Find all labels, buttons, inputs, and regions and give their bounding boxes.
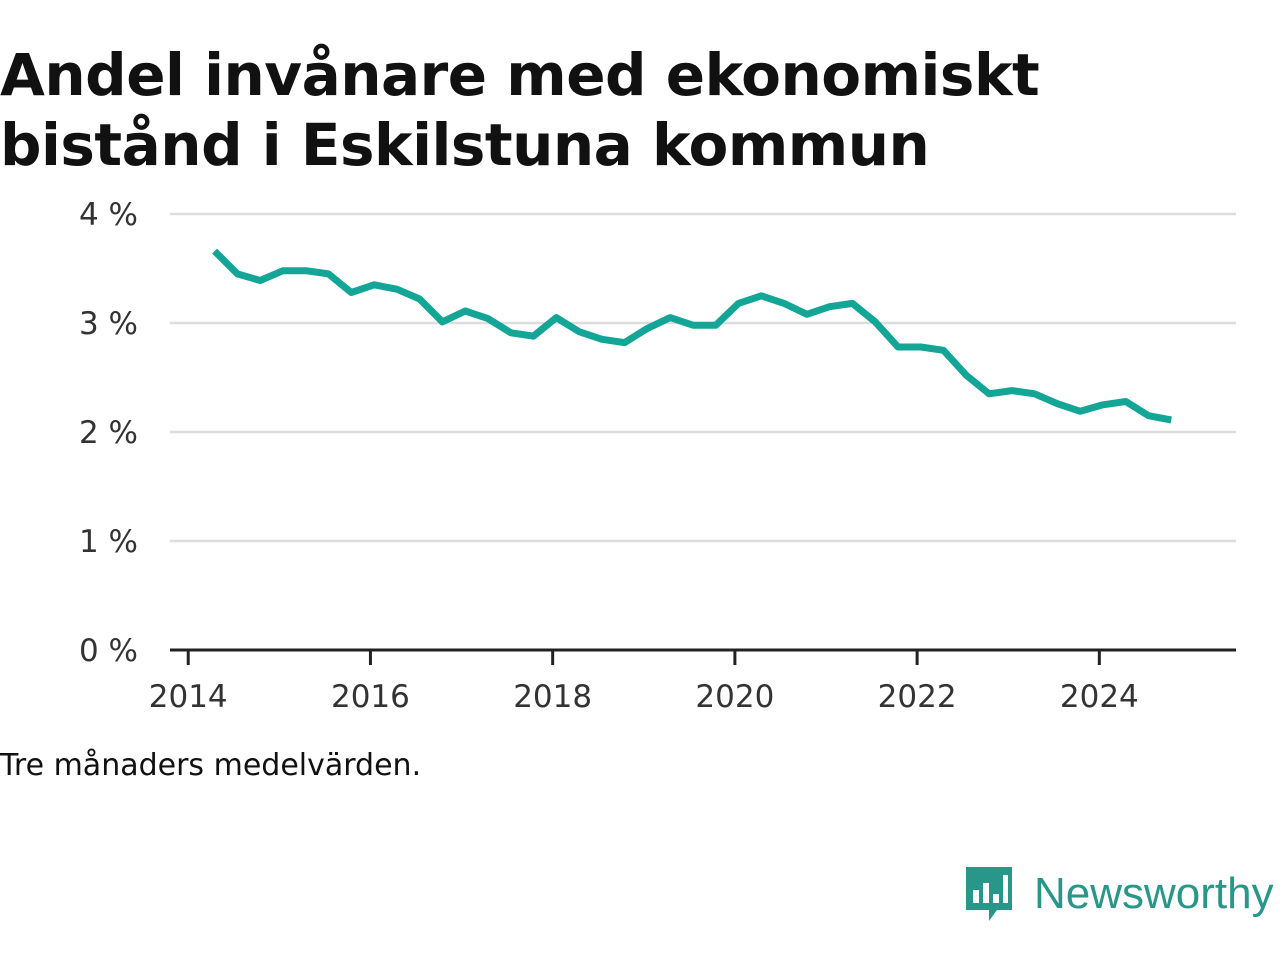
data-point — [553, 314, 560, 321]
data-point — [621, 339, 628, 346]
data-point — [1077, 408, 1084, 415]
data-point — [917, 343, 924, 350]
data-point — [279, 267, 286, 274]
y-axis-ticks: 0 % 1 % 2 % 3 % 4 % — [79, 197, 138, 669]
data-point — [325, 270, 332, 277]
data-point — [484, 315, 491, 322]
x-tick-label: 2022 — [878, 679, 957, 715]
x-tick-label: 2020 — [695, 679, 774, 715]
newsworthy-logo-icon — [966, 867, 1012, 921]
series-line-0 — [212, 248, 1172, 424]
data-point — [257, 277, 264, 284]
data-point — [1031, 390, 1038, 397]
x-tick-label: 2016 — [331, 679, 410, 715]
data-point — [894, 343, 901, 350]
y-tick-label: 1 % — [79, 524, 138, 560]
data-point — [1122, 398, 1129, 405]
data-point — [872, 318, 879, 325]
data-point — [826, 303, 833, 310]
chart-caption: Tre månaders medelvärden. — [0, 748, 422, 783]
x-tick-label: 2018 — [513, 679, 592, 715]
data-point — [1008, 387, 1015, 394]
data-point — [986, 390, 993, 397]
data-point — [234, 270, 241, 277]
data-point — [712, 322, 719, 329]
data-point — [393, 286, 400, 293]
data-point — [507, 329, 514, 336]
line-chart: 0 % 1 % 2 % 3 % 4 % 2014 2016 2018 2020 2022 2024 — [79, 197, 1236, 715]
data-point — [416, 296, 423, 303]
chart-title: Andel invånare med ekonomiskt bistånd i … — [0, 41, 1040, 179]
data-point — [803, 311, 810, 318]
data-point — [598, 336, 605, 343]
brand-name: Newsworthy — [1034, 869, 1274, 918]
x-tick-label: 2014 — [149, 679, 228, 715]
data-point — [1168, 417, 1175, 424]
data-point — [667, 314, 674, 321]
data-point — [1145, 412, 1152, 419]
data-point — [758, 292, 765, 299]
data-point — [348, 289, 355, 296]
data-point — [211, 248, 218, 255]
y-tick-label: 2 % — [79, 415, 138, 451]
data-point — [439, 318, 446, 325]
data-point — [462, 308, 469, 315]
data-point — [689, 322, 696, 329]
data-point — [940, 347, 947, 354]
y-tick-label: 3 % — [79, 306, 138, 342]
data-point — [781, 300, 788, 307]
data-point — [1054, 400, 1061, 407]
data-point — [963, 372, 970, 379]
series-layer — [211, 248, 1175, 424]
y-tick-label: 4 % — [79, 197, 138, 233]
x-tick-label: 2024 — [1060, 679, 1139, 715]
data-point — [1099, 401, 1106, 408]
data-point — [644, 325, 651, 332]
data-point — [302, 267, 309, 274]
x-axis-ticks: 2014 2016 2018 2020 2022 2024 — [149, 650, 1139, 715]
data-point — [371, 281, 378, 288]
data-point — [735, 300, 742, 307]
brand-logo: Newsworthy — [964, 864, 1274, 924]
y-tick-label: 0 % — [79, 633, 138, 669]
data-point — [530, 333, 537, 340]
gridlines — [170, 212, 1236, 543]
data-point — [849, 300, 856, 307]
data-point — [576, 328, 583, 335]
